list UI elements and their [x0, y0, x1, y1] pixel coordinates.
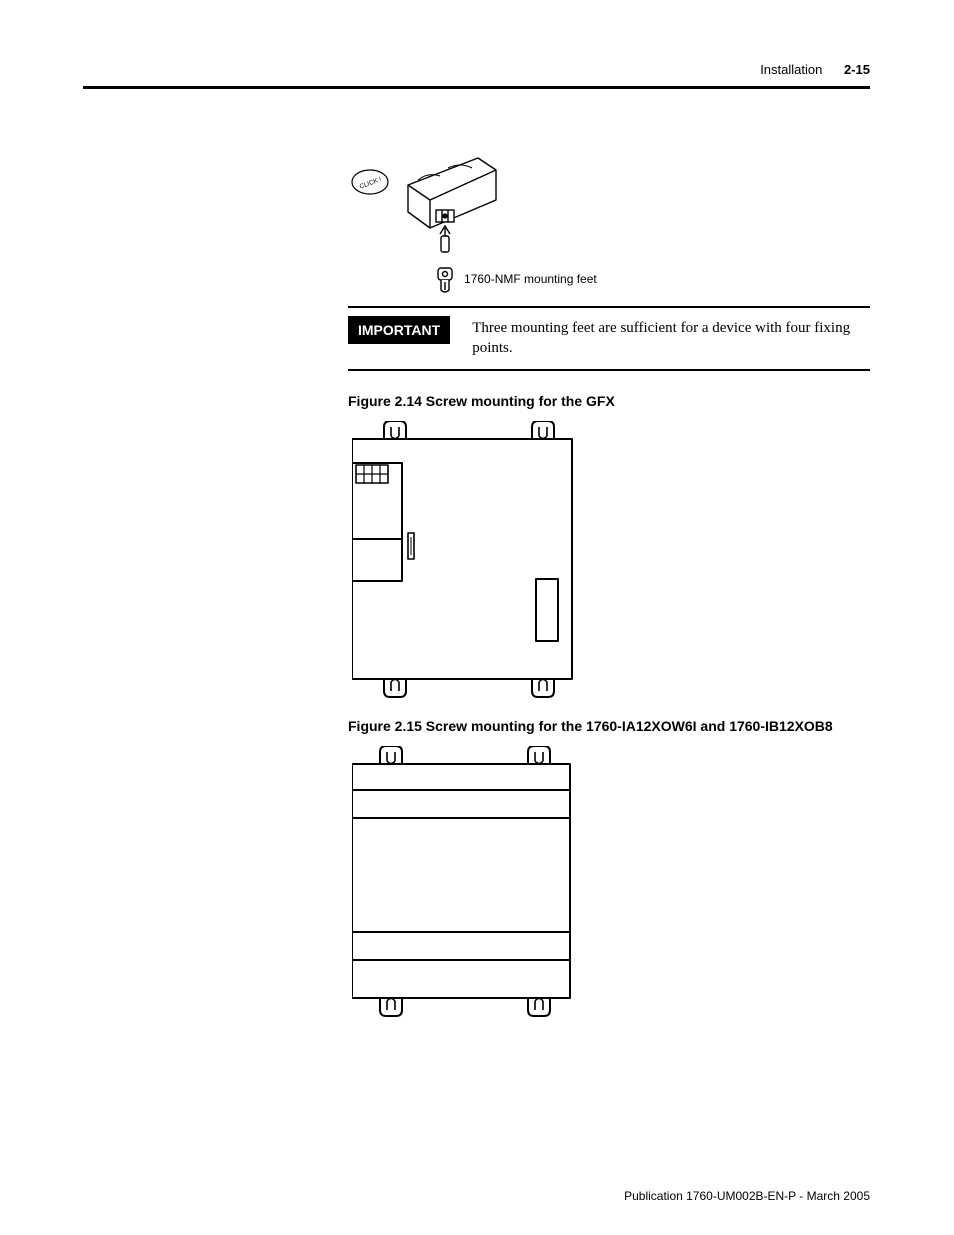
figure-2-15-svg: [352, 746, 582, 1026]
figure-2-15-caption: Figure 2.15 Screw mounting for the 1760-…: [348, 718, 870, 734]
important-badge: IMPORTANT: [348, 316, 450, 344]
page: Installation 2-15 CLICK !: [0, 0, 954, 1235]
header-page-number: 2-15: [844, 62, 870, 77]
important-callout: IMPORTANT Three mounting feet are suffic…: [348, 316, 870, 359]
page-header: Installation 2-15: [760, 62, 870, 77]
important-text: Three mounting feet are sufficient for a…: [472, 318, 870, 359]
figure-2-14: [352, 421, 572, 696]
content-area: CLICK !: [348, 140, 870, 1021]
header-section: Installation: [760, 62, 822, 77]
figure-2-14-caption: Figure 2.14 Screw mounting for the GFX: [348, 393, 870, 409]
figure-2-15: [352, 746, 572, 1021]
rule-below-important: [348, 369, 870, 371]
figure-2-14-svg: [352, 421, 582, 701]
header-rule: [83, 86, 870, 89]
mounting-foot-label: 1760-NMF mounting feet: [464, 272, 597, 286]
figure-mounting-foot: CLICK !: [348, 140, 870, 300]
page-footer: Publication 1760-UM002B-EN-P - March 200…: [624, 1189, 870, 1203]
rule-above-important: [348, 306, 870, 308]
